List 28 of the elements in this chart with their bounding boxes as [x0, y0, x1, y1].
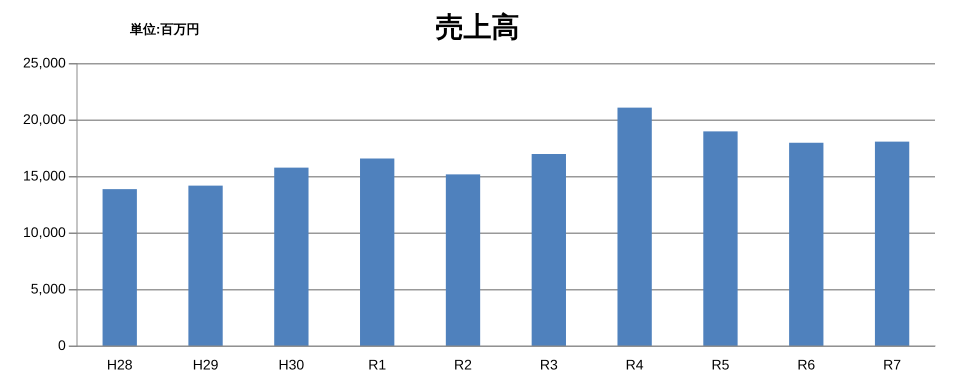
x-tick-label: R7 [883, 356, 902, 372]
bar [874, 142, 910, 346]
bar [532, 154, 566, 346]
x-tick-label: H28 [106, 356, 133, 372]
bar [360, 158, 394, 346]
y-tick-label: 15,000 [22, 168, 66, 184]
x-tick-label: R1 [368, 356, 386, 372]
x-tick-label: R6 [797, 356, 816, 372]
x-tick-label: H30 [278, 356, 304, 372]
x-tick-label: R3 [540, 356, 558, 372]
x-tick-label: H29 [192, 356, 219, 372]
y-tick-label: 25,000 [22, 54, 66, 70]
y-tick-label: 5,000 [30, 280, 66, 297]
x-tick-label: R4 [626, 356, 644, 372]
x-tick-label: R5 [712, 356, 730, 372]
bar [446, 174, 480, 346]
bar [617, 108, 652, 346]
bar [703, 131, 738, 346]
chart-title: 売上高 [436, 12, 520, 43]
bar [188, 186, 223, 346]
bar [102, 189, 137, 346]
y-tick-label: 0 [58, 337, 66, 354]
y-tick-label: 20,000 [22, 110, 66, 127]
bar [789, 142, 824, 346]
text: 単位:百万円 [129, 22, 200, 37]
y-tick-label: 10,000 [22, 224, 66, 240]
bar [274, 168, 309, 346]
x-tick-label: R2 [454, 356, 472, 372]
